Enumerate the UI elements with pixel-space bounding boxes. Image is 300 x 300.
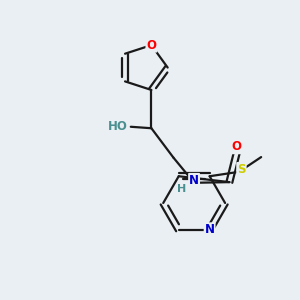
Text: HO: HO (108, 120, 127, 133)
Text: N: N (205, 223, 214, 236)
Text: N: N (189, 174, 199, 187)
Text: H: H (177, 184, 186, 194)
Text: O: O (232, 140, 242, 153)
Text: O: O (146, 39, 156, 52)
Text: S: S (237, 163, 246, 176)
